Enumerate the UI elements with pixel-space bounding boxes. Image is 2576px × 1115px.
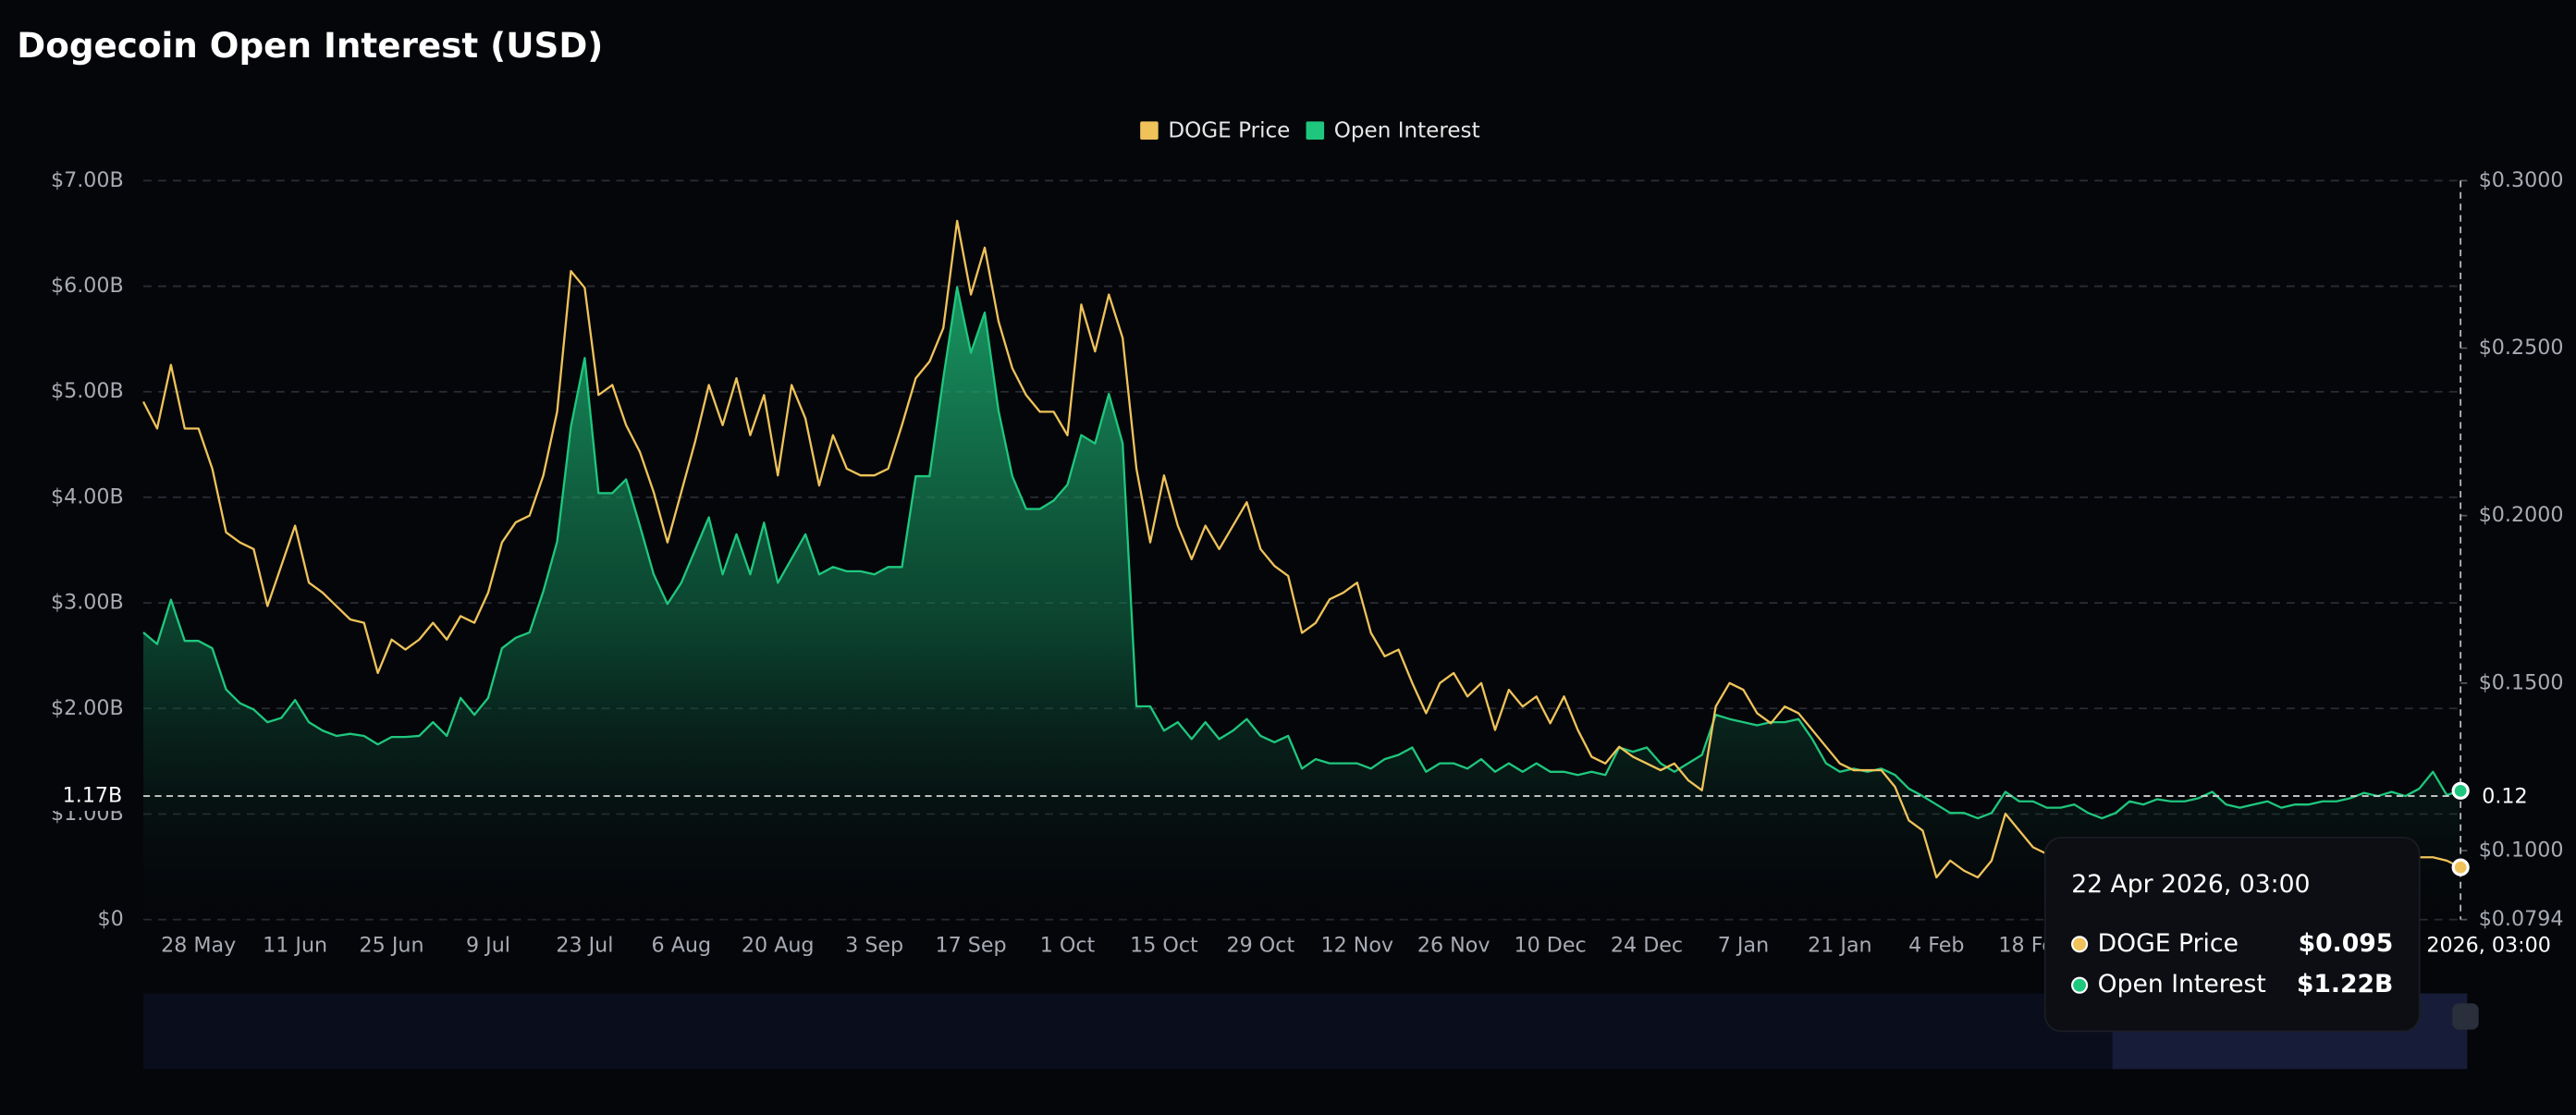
y-tick-label: $4.00B <box>51 484 124 508</box>
crosshair-label-box <box>49 781 144 812</box>
y2-tick-label: $0.2500 <box>2479 336 2564 360</box>
y2-tick-label: $0.2000 <box>2479 503 2564 527</box>
x-tick-label: 6 Aug <box>652 934 712 958</box>
x-tick-label: 23 Jul <box>556 934 613 958</box>
x-tick-label: 25 Jun <box>360 934 424 958</box>
chart-title: Dogecoin Open Interest (USD) <box>17 25 603 66</box>
tooltip-name: Open Interest <box>2098 970 2266 999</box>
crosshair-y-label: 1.17B <box>63 784 123 808</box>
tooltip-dot <box>2071 976 2089 994</box>
x-tick-label: 24 Dec <box>1611 934 1683 958</box>
x-tick-label: 7 Jan <box>1718 934 1769 958</box>
y-tick-label: $7.00B <box>51 168 124 192</box>
tooltip <box>2043 836 2421 1033</box>
navigator-handle[interactable] <box>2452 1003 2479 1030</box>
y-tick-label: $6.00B <box>51 274 124 298</box>
legend-swatch <box>1306 121 1325 140</box>
x-tick-label: 3 Sep <box>845 934 903 958</box>
y2-tick-label: $0.3000 <box>2479 168 2564 192</box>
x-tick-label: 10 Dec <box>1514 934 1586 958</box>
tooltip-title: 22 Apr 2026, 03:00 <box>2071 870 2310 899</box>
x-tick-label: 20 Aug <box>742 934 815 958</box>
x-tick-label: 1 Oct <box>1040 934 1096 958</box>
end-point <box>2451 781 2470 800</box>
x-tick-label: 4 Feb <box>1908 934 1964 958</box>
x-tick-label: 17 Sep <box>936 934 1007 958</box>
tooltip-value: $0.095 <box>2299 929 2394 958</box>
y-tick-label: $0 <box>97 907 123 931</box>
y-tick-label: $3.00B <box>51 591 124 615</box>
plot-area: $0$1.00B$2.00B$3.00B$4.00B$5.00B$6.00B$7… <box>51 168 2564 958</box>
x-tick-label: 29 Oct <box>1227 934 1295 958</box>
legend-swatch <box>1140 121 1159 140</box>
x-tick-label: 26 Nov <box>1417 934 1490 958</box>
y-tick-label: $2.00B <box>51 696 124 720</box>
y-tick-label: $5.00B <box>51 379 124 403</box>
x-tick-label: 12 Nov <box>1320 934 1393 958</box>
tooltip-dot <box>2071 936 2089 953</box>
y2-tick-label: $0.1500 <box>2479 670 2564 694</box>
x-tick-label: 15 Oct <box>1130 934 1198 958</box>
tooltip-value: $1.22B <box>2297 970 2394 999</box>
tooltip-name: DOGE Price <box>2098 929 2239 958</box>
legend-label[interactable]: Open Interest <box>1334 119 1480 143</box>
crosshair-y2-label: 0.12 <box>2482 785 2527 809</box>
x-tick-label: 11 Jun <box>263 934 327 958</box>
legend-label[interactable]: DOGE Price <box>1168 119 1290 143</box>
end-point <box>2451 858 2470 876</box>
x-tick-label: 21 Jan <box>1808 934 1872 958</box>
y2-tick-label: $0.1000 <box>2479 839 2564 863</box>
area <box>143 287 2461 920</box>
line <box>142 286 2461 820</box>
x-tick-label: 9 Jul <box>466 934 510 958</box>
x-tick-label: 28 May <box>161 934 236 958</box>
y2-tick-label: $0.0794 <box>2479 907 2564 931</box>
